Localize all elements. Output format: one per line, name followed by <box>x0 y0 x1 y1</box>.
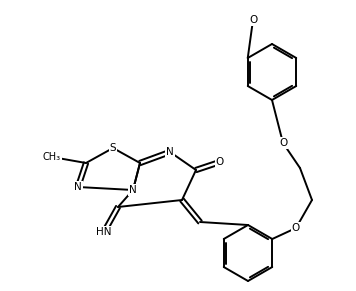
Text: N: N <box>129 185 137 195</box>
Text: O: O <box>249 15 257 25</box>
Text: O: O <box>292 223 300 233</box>
Text: CH₃: CH₃ <box>43 152 61 162</box>
Text: O: O <box>216 157 224 167</box>
Text: N: N <box>166 147 174 157</box>
Text: O: O <box>279 138 287 148</box>
Text: HN: HN <box>96 227 112 237</box>
Text: N: N <box>74 182 82 192</box>
Text: S: S <box>110 143 116 153</box>
